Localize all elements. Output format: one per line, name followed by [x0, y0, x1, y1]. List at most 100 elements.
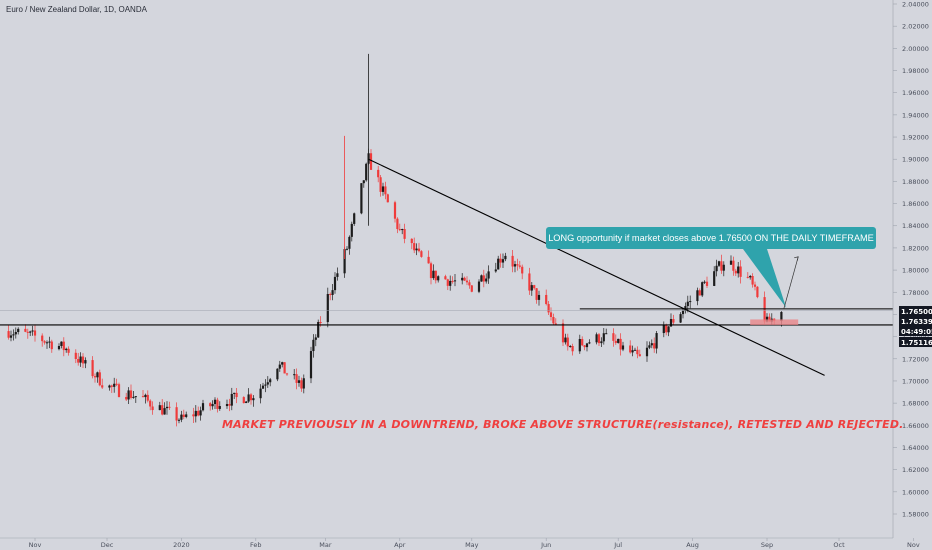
candle-body [293, 374, 296, 376]
candle-body [477, 281, 481, 292]
candle-body [161, 405, 164, 415]
time-tick-label: Nov [29, 541, 42, 549]
candle-body [535, 288, 538, 300]
candle-body [413, 243, 416, 251]
candle-body [249, 394, 253, 401]
candle-body [612, 333, 615, 341]
candle-body [636, 349, 639, 355]
candle-body [696, 290, 699, 302]
candle-body [26, 331, 29, 333]
candle-body [614, 340, 617, 343]
candle-body [379, 177, 382, 192]
candle-body [281, 362, 284, 365]
candle-body [343, 249, 346, 274]
candle-body [480, 275, 483, 282]
candle-body [245, 401, 248, 404]
long-opportunity-callout[interactable]: LONG opportunity if market closes above … [546, 227, 876, 249]
candle-body [50, 341, 53, 350]
candle-body [362, 180, 365, 184]
candle-body [485, 278, 488, 282]
candle-body [269, 379, 272, 383]
candle-body [134, 396, 137, 398]
time-tick-label: May [465, 541, 479, 549]
time-tick-label: Feb [250, 541, 262, 549]
candle-body [746, 276, 749, 278]
candle-body [429, 263, 433, 279]
candle-body [427, 256, 430, 264]
candle-body [331, 290, 334, 295]
candle-body [201, 403, 205, 411]
candle-body [432, 270, 435, 279]
candle-body [453, 280, 457, 282]
candle-body [62, 341, 65, 351]
candle-body [276, 368, 279, 380]
candle-body [129, 390, 133, 398]
candle-body [717, 261, 721, 266]
candle-body [386, 194, 389, 203]
candle-body [554, 323, 557, 325]
candle-body [597, 334, 601, 344]
candle-body [734, 270, 737, 274]
candle-body [350, 223, 353, 237]
candle-body [74, 352, 77, 360]
candle-body [326, 294, 329, 323]
symbol-title[interactable]: Euro / New Zealand Dollar, 1D, OANDA [6, 5, 147, 14]
candle-body [17, 328, 20, 333]
candle-body [650, 343, 653, 346]
candle-body [252, 398, 255, 401]
candle-body [605, 333, 608, 335]
candle-body [633, 349, 637, 351]
candle-body [518, 265, 521, 267]
candle-body [381, 186, 385, 192]
candle-body [369, 153, 373, 170]
candle-body [468, 282, 471, 286]
candle-body [749, 275, 752, 278]
resistance-price-label: 1.76500 [901, 308, 932, 316]
candle-body [127, 390, 130, 400]
time-tick-label: Aug [686, 541, 699, 549]
candle-body [631, 350, 634, 353]
candle-body [487, 271, 490, 279]
price-tick-label: 1.82000 [902, 244, 929, 252]
price-tick-label: 1.88000 [902, 178, 929, 186]
price-axis[interactable] [893, 0, 932, 538]
price-tick-label: 1.70000 [902, 377, 929, 385]
candle-body [79, 356, 82, 363]
countdown-label: 04:49:05 [901, 328, 932, 336]
candle-body [713, 271, 716, 286]
candle-body [230, 393, 233, 406]
time-tick-label: Jun [540, 541, 551, 549]
analysis-note[interactable]: MARKET PREVIOUSLY IN A DOWNTREND, BROKE … [222, 418, 904, 431]
support-price-tag [899, 337, 932, 347]
price-tick-label: 2.02000 [902, 23, 929, 31]
candle-body [182, 414, 185, 417]
candle-body [549, 312, 553, 318]
candle-body [530, 285, 533, 291]
candle-body [516, 264, 519, 266]
retest-zone[interactable] [750, 319, 799, 325]
candle-body [521, 266, 524, 274]
candle-body [216, 399, 219, 409]
candle-body [566, 337, 569, 347]
price-tags: 1.76500 1.76339 04:49:05 1.75116 [899, 306, 932, 347]
candle-body [396, 218, 399, 230]
downtrend-line[interactable] [368, 158, 825, 376]
candle-body [302, 378, 305, 389]
candle-body [12, 334, 15, 336]
candle-body [398, 229, 401, 231]
candle-body [165, 406, 169, 409]
candle-body [41, 335, 44, 342]
price-tick-label: 1.68000 [902, 400, 929, 408]
candle-body [494, 269, 497, 272]
candle-body [655, 333, 658, 349]
candle-body [300, 380, 303, 389]
long-arrow[interactable] [783, 256, 799, 309]
candle-body [177, 419, 181, 421]
time-tick-label: Dec [101, 541, 114, 549]
candle-body [705, 281, 709, 286]
candle-body [57, 345, 61, 350]
candle-body [31, 330, 34, 332]
candle-body [470, 285, 473, 292]
time-tick-label: Nov [907, 541, 920, 549]
